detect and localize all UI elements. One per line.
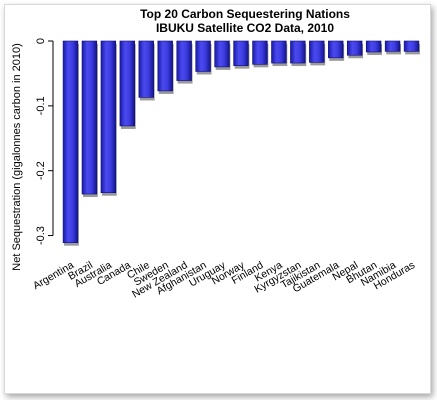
bar-australia — [100, 40, 117, 194]
bar-afghanistan — [195, 40, 211, 72]
bar-nepal — [346, 40, 363, 56]
y-tick-label: -0.2 — [35, 161, 47, 180]
bar-canada — [119, 40, 136, 127]
bar-chile — [138, 40, 154, 98]
bar-finland — [252, 40, 268, 65]
y-axis-label: Net Sequestration (gigalonnes carbon in … — [11, 43, 23, 270]
bar-kyrgyzstan — [290, 40, 306, 64]
bar-kenya — [271, 40, 287, 64]
chart-title: Top 20 Carbon Sequestering Nations — [140, 7, 350, 21]
bar-new-zealand — [176, 40, 192, 81]
bar-honduras — [403, 40, 420, 52]
bar-norway — [233, 40, 249, 66]
y-tick-label: 0 — [35, 38, 47, 44]
bar-tajikistan — [309, 40, 325, 63]
y-tick-label: -0.3 — [35, 226, 47, 245]
chart-subtitle: IBUKU Satellite CO2 Data, 2010 — [156, 21, 334, 35]
bar-brazil — [81, 40, 98, 195]
bar-argentina — [62, 40, 79, 243]
bar-bhutan — [365, 40, 382, 53]
bar-chart: Top 20 Carbon Sequestering Nations IBUKU… — [11, 7, 420, 301]
bar-guatemala — [328, 40, 344, 59]
bar-sweden — [157, 40, 173, 92]
bar-namibia — [384, 40, 401, 52]
chart-frame: Top 20 Carbon Sequestering Nations IBUKU… — [4, 4, 431, 394]
y-tick-label: -0.1 — [35, 96, 47, 115]
bar-uruguay — [214, 40, 230, 68]
plot-area: 0-0.1-0.2-0.3ArgentinaBrazilAustraliaCan… — [31, 38, 420, 301]
